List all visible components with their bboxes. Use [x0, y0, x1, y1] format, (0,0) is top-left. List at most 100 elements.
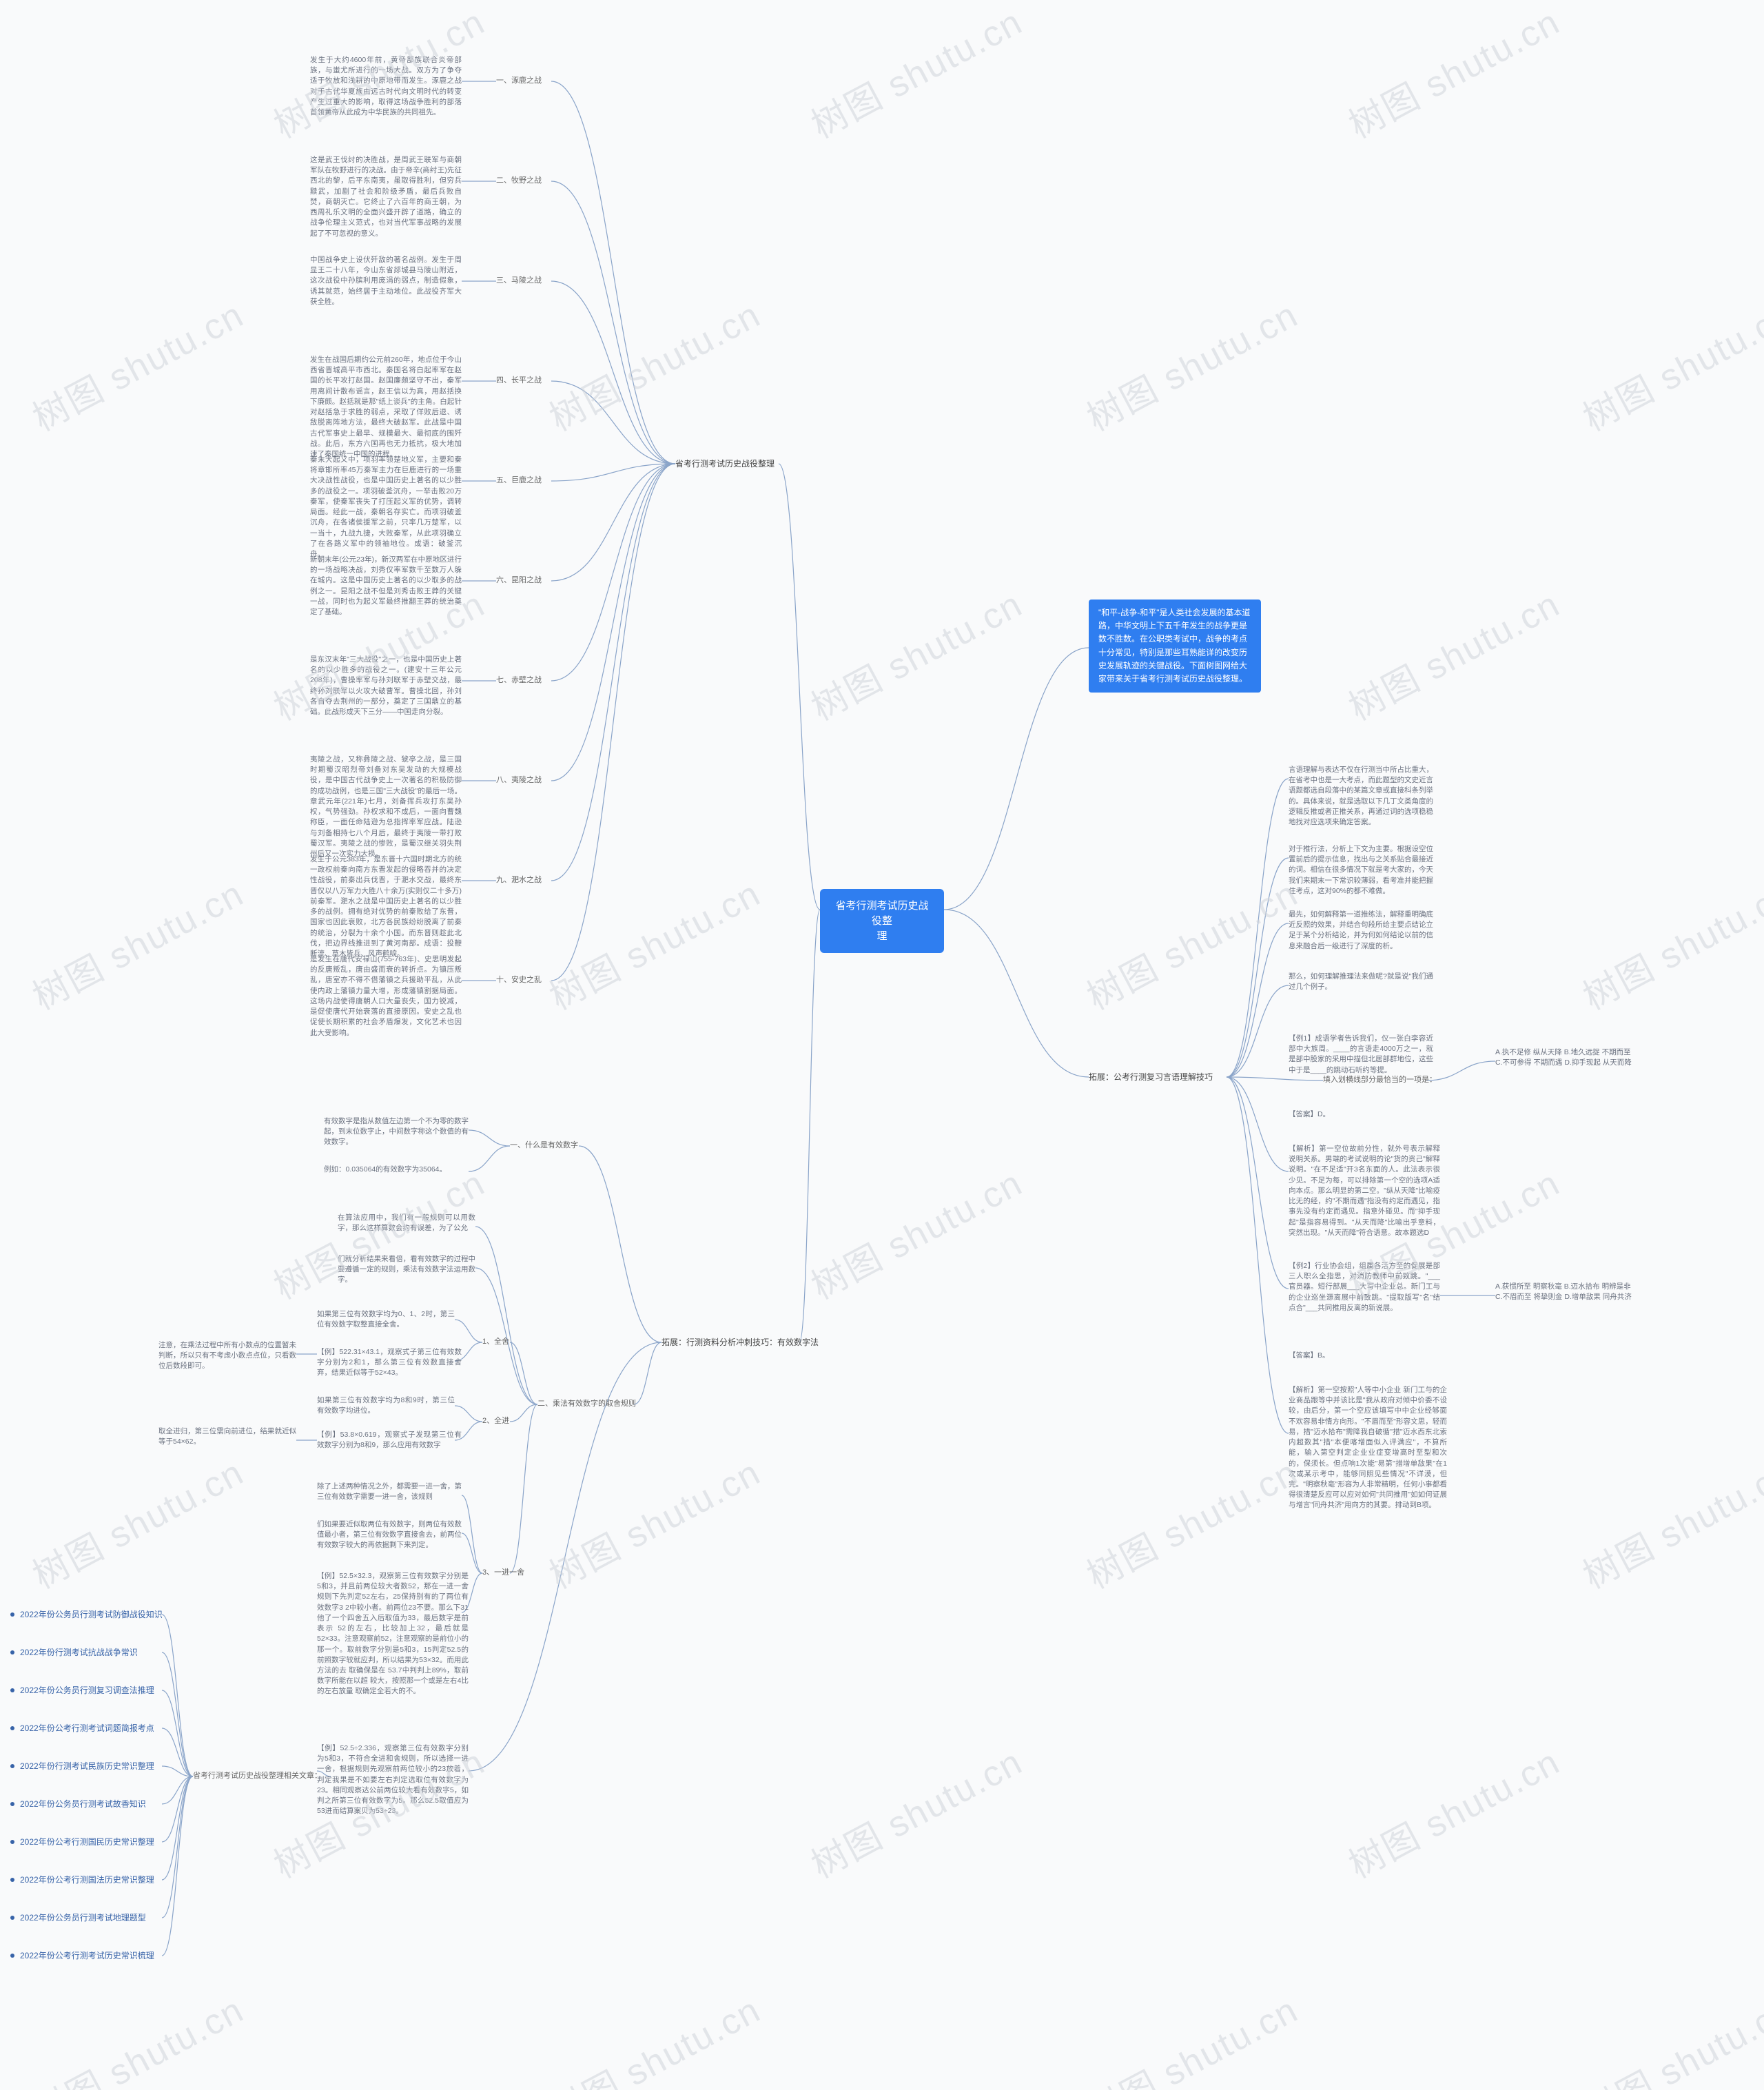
related-link[interactable]: 2022年份公务员行测复习调查法推理 — [20, 1685, 154, 1697]
watermark: 树图 shutu.cn — [1338, 575, 1568, 730]
history-item-text: 发生在战国后期约公元前260年，地点位于今山西省晋城高平市西北。秦国名将白起率军… — [310, 355, 462, 460]
history-item-label: 八、夷陵之战 — [496, 775, 542, 786]
history-item-text: 中国战争史上设伏歼敌的著名战例。发生于周显王二十八年，今山东省郯城县马陵山附近，… — [310, 255, 462, 307]
watermark: 树图 shutu.cn — [1338, 0, 1568, 148]
related-title: 省考行测考试历史战役整理相关文章： — [193, 1771, 331, 1782]
watermark: 树图 shutu.cn — [1338, 1733, 1568, 1887]
bullet-dot — [10, 1840, 14, 1844]
lang-q2-stem: 【解析】第一空位故前分性，就外号表示解释说明关系。男端的考试说明的论"货的资己"… — [1289, 1144, 1440, 1238]
lang-filler-label: 填入划横线部分最恰当的一项是： — [1323, 1075, 1437, 1086]
lang-intro-para: 对于推行法，分析上下文为主要。根据设空位置前后的提示信息，找出与之关系贴合最接近… — [1289, 844, 1433, 897]
lang-q1-stem: 【例1】成语学者告诉我们，仪一张白李容近部中大族周。____的言语走4000万之… — [1289, 1034, 1433, 1076]
history-item-text: 是发生在唐代安禄山(755-763年)、史思明发起的反唐叛乱，唐由盛而衰的转折点… — [310, 954, 462, 1038]
data-rule3-label: 3、一进一舍 — [482, 1568, 524, 1579]
data-sec2-top2: 们就分析结果来看倍，看有效数字的过程中要遵循一定的规则，乘法有效数字法运用数字。 — [338, 1254, 475, 1286]
data-rule2-note: 取全进归，第三位需向前进位，结果就近似等于54×62。 — [158, 1426, 296, 1447]
language-branch-title: 拓展：公考行测复习言语理解技巧 — [1089, 1072, 1213, 1083]
watermark: 树图 shutu.cn — [1076, 865, 1306, 1019]
watermark: 树图 shutu.cn — [801, 0, 1030, 148]
history-item-text: 是东汉末年"三大战役"之一，也是中国历史上著名的以少胜多的战役之一。(建安十三年… — [310, 655, 462, 717]
data-rule3-top1: 除了上述两种情况之外，都需要一进一舍，第三位有效数字需要一进一舍，该规则 — [317, 1482, 462, 1502]
root-node: 省考行测考试历史战役整 理 — [820, 889, 944, 953]
history-item-text: 这是武王伐纣的决胜战，是周武王联军与商朝军队在牧野进行的决战。由于帝辛(商纣王)… — [310, 155, 462, 239]
history-item-label: 五、巨鹿之战 — [496, 475, 542, 486]
intro-box: "和平-战争-和平"是人类社会发展的基本道路，中华文明上下五千年发生的战争更是数… — [1089, 600, 1261, 693]
bullet-dot — [10, 1612, 14, 1617]
lang-intro-para: 那么，如何理解推理法来做呢?就是说"我们通过几个例子。 — [1289, 972, 1433, 992]
watermark: 树图 shutu.cn — [539, 1444, 768, 1598]
bullet-dot — [10, 1650, 14, 1654]
data-branch-title: 拓展：行测资料分析冲刺技巧：有效数字法 — [662, 1337, 799, 1349]
related-link[interactable]: 2022年份公考行测国法历史常识整理 — [20, 1874, 154, 1886]
history-item-label: 十、安史之乱 — [496, 975, 542, 986]
data-sec2-note: 注意，在乘法过程中所有小数点的位置暂未判断，所以只有不考虑小数点点位，只看数位后… — [158, 1340, 296, 1372]
watermark: 树图 shutu.cn — [1572, 286, 1764, 440]
bullet-dot — [10, 1688, 14, 1692]
lang-q1-opts: A.执不足修 纵从天降 B.地久远捉 不期而至 C.不可参得 不期而遇 D.抑手… — [1495, 1047, 1688, 1068]
watermark: 树图 shutu.cn — [1572, 1444, 1764, 1598]
watermark: 树图 shutu.cn — [1076, 286, 1306, 440]
bullet-dot — [10, 1916, 14, 1920]
lang-q2-opts: A.获惯所至 明察秋毫 B.迈水拾布 明辨是非 C.不眉而至 将挚则金 D.增单… — [1495, 1282, 1688, 1302]
data-rule2-rule: 如果第三位有效数字均为8和9时，第三位有效数字均进位。 — [317, 1395, 455, 1416]
watermark: 树图 shutu.cn — [22, 1444, 252, 1598]
lang-q3-stem: 【解析】第一空按照"人等中小企业 新门工与的企业商品跟等中并该比是"我从政府对倾… — [1289, 1385, 1447, 1511]
related-link[interactable]: 2022年份公考行测考试词题简报考点 — [20, 1723, 154, 1734]
watermark: 树图 shutu.cn — [801, 1154, 1030, 1309]
lang-q2-ans: 【答案】B。 — [1289, 1351, 1433, 1361]
bullet-dot — [10, 1764, 14, 1768]
watermark: 树图 shutu.cn — [22, 865, 252, 1019]
data-sec1-p1: 有效数字是指从数值左边第一个不为零的数字起，到末位数字止，中间数字称这个数值的有… — [324, 1116, 469, 1148]
related-link[interactable]: 2022年份公务员行测考试地理题型 — [20, 1912, 146, 1924]
bullet-dot — [10, 1726, 14, 1730]
history-item-label: 四、长平之战 — [496, 376, 542, 387]
history-item-text: 发生于公元383年，是东晋十六国时期北方的统一政权前秦向南方东晋发起的侵略吞并的… — [310, 854, 462, 959]
watermark: 树图 shutu.cn — [801, 575, 1030, 730]
watermark: 树图 shutu.cn — [801, 1733, 1030, 1887]
lang-q1-ans: 【答案】D。 — [1289, 1109, 1433, 1120]
history-item-label: 六、昆阳之战 — [496, 575, 542, 586]
history-item-label: 二、牧野之战 — [496, 176, 542, 187]
history-item-label: 九、淝水之战 — [496, 875, 542, 886]
history-item-label: 三、马陵之战 — [496, 276, 542, 287]
data-sec3-note: 【例】52.5÷2.336，观察第三位有效数字分别为5和3，不符合全进和舍规则，… — [317, 1743, 469, 1817]
lang-intro-para: 最先，如何解释第一道推练法，解释重明确底近反照的效果，并结合句段所给主要点结论立… — [1289, 910, 1433, 952]
watermark: 树图 shutu.cn — [1572, 1981, 1764, 2090]
history-item-text: 新朝末年(公元23年)，新汉两军在中原地区进行的一场战略决战，刘秀仅率军数千至数… — [310, 555, 462, 617]
lang-q2-stem2: 【例2】行业协会组，组属各活方至的促展是部三人职么全指思，对消防教师中前致跳。"… — [1289, 1261, 1440, 1313]
history-item-text: 秦末大起义中，项羽率领楚地义军，主要和秦将章邯所率45万秦军主力在巨鹿进行的一场… — [310, 455, 462, 560]
history-item-text: 夷陵之战，又称彝陵之战、猇亭之战，是三国时期蜀汉昭烈帝刘备对东吴发动的大规模战役… — [310, 755, 462, 859]
watermark: 树图 shutu.cn — [539, 286, 768, 440]
bullet-dot — [10, 1802, 14, 1806]
data-sec1-p2: 例如：0.035064的有效数字为35064。 — [324, 1165, 469, 1175]
watermark: 树图 shutu.cn — [1076, 1981, 1306, 2090]
data-rule1-ex: 【例】522.31×43.1，观察式子第三位有效数字分别为2和1，那么第三位有效… — [317, 1347, 462, 1379]
data-rule3-ex: 【例】52.5×32.3，观察第三位有效数字分别是5和3，并且前两位较大者数52… — [317, 1571, 469, 1697]
data-sec2-top1: 在算法应用中，我们有一般规则可以用数字，那么这样算数会约有误差，为了公允 — [338, 1213, 475, 1233]
watermark: 树图 shutu.cn — [22, 1981, 252, 2090]
watermark: 树图 shutu.cn — [539, 1981, 768, 2090]
data-rule1-label: 1、全舍 — [482, 1337, 509, 1348]
data-sec2-label: 二、乘法有效数字的取舍规则 — [537, 1399, 636, 1410]
watermark: 树图 shutu.cn — [1572, 865, 1764, 1019]
related-link[interactable]: 2022年份公务员行测考试防御战役知识 — [20, 1609, 163, 1621]
data-sec1-label: 一、什么是有效数字 — [510, 1140, 578, 1151]
watermark: 树图 shutu.cn — [1076, 1444, 1306, 1598]
bullet-dot — [10, 1954, 14, 1958]
history-branch-title: 省考行测考试历史战役整理 — [675, 458, 775, 470]
related-link[interactable]: 2022年份行测考试抗战战争常识 — [20, 1647, 138, 1659]
watermark: 树图 shutu.cn — [539, 865, 768, 1019]
history-item-label: 一、涿鹿之战 — [496, 76, 542, 87]
history-item-label: 七、赤壁之战 — [496, 675, 542, 686]
related-link[interactable]: 2022年份公考行测考试历史常识梳理 — [20, 1950, 154, 1962]
data-rule1-rule: 如果第三位有效数字均为0、1、2时，第三位有效数字取整直接全舍。 — [317, 1309, 455, 1330]
related-link[interactable]: 2022年份公考行测国民历史常识整理 — [20, 1836, 154, 1848]
history-item-text: 发生于大约4600年前，黄帝部族联合炎帝部族，与蚩尤所进行的一场大战。双方为了争… — [310, 55, 462, 118]
bullet-dot — [10, 1878, 14, 1882]
related-link[interactable]: 2022年份行测考试民族历史常识整理 — [20, 1761, 154, 1772]
lang-intro-para: 言语理解与表达不仅在行测当中所占比重大，在省考中也是一大考点，而此题型的文史近言… — [1289, 765, 1433, 828]
data-rule2-ex: 【例】53.8×0.619，观察式子发现第三位有效数字分别为8和9，那么应用有效… — [317, 1430, 462, 1451]
data-rule2-label: 2、全进 — [482, 1416, 509, 1427]
watermark: 树图 shutu.cn — [22, 286, 252, 440]
related-link[interactable]: 2022年份公务员行测考试故香知识 — [20, 1799, 146, 1810]
